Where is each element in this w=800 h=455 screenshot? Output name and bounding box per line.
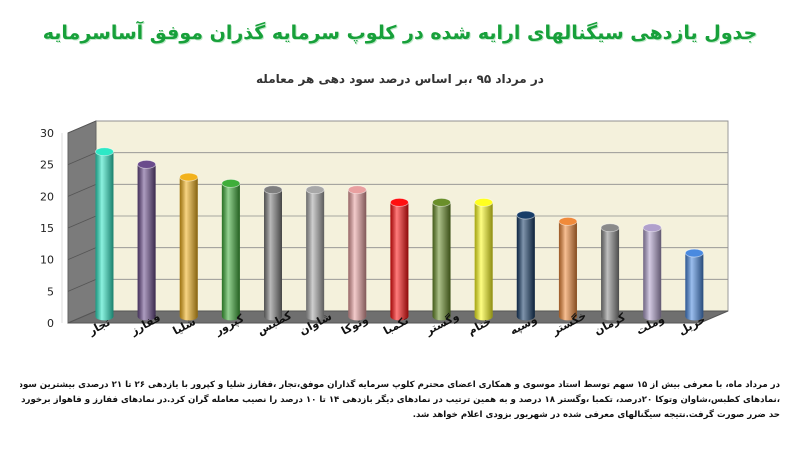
bar-shading bbox=[95, 151, 114, 321]
bar-shading bbox=[685, 253, 704, 321]
y-tick-label: 30 bbox=[40, 127, 54, 140]
bar-shading bbox=[601, 227, 620, 321]
y-tick-label: 10 bbox=[40, 254, 54, 267]
gridline-side bbox=[67, 247, 97, 261]
y-tick-label: 20 bbox=[40, 190, 54, 203]
bar-shading bbox=[516, 215, 535, 321]
bar-top bbox=[558, 217, 578, 226]
y-tick-label: 5 bbox=[47, 285, 54, 298]
bar-top bbox=[389, 198, 409, 207]
description-line-3: حد ضرر صورت گرفت.نتیجه سیگنالهای معرفی ش… bbox=[412, 410, 780, 420]
bar-top bbox=[600, 223, 620, 233]
bar-shading bbox=[348, 189, 367, 321]
bar-top bbox=[221, 179, 241, 188]
gridline-side bbox=[67, 278, 97, 292]
description-line-2: ،نمادهای کطبس،شاوان وتوکا ۲۰درصد، تکمبا … bbox=[20, 395, 780, 405]
bar-top bbox=[347, 185, 367, 195]
gridline-side bbox=[67, 183, 97, 197]
gridline-side bbox=[67, 120, 97, 134]
bar-top bbox=[263, 185, 283, 195]
bar-shading bbox=[221, 183, 240, 321]
bar-shading bbox=[137, 164, 156, 321]
chart-subtitle: در مرداد ۹۵ ،بر اساس درصد سود دهی هر معا… bbox=[256, 72, 544, 86]
description-text: در مرداد ماه، با معرفی بیش از ۱۵ سهم توس… bbox=[20, 378, 780, 423]
bar-top bbox=[95, 147, 114, 157]
gridline-side bbox=[67, 152, 97, 166]
bar-shading bbox=[264, 189, 282, 321]
bar-top bbox=[179, 172, 199, 182]
bar-shading bbox=[432, 202, 451, 321]
bar-shading bbox=[643, 227, 662, 321]
bar-shading bbox=[474, 202, 493, 321]
bar-top bbox=[432, 198, 451, 207]
description-line-1: در مرداد ماه، با معرفی بیش از ۱۵ سهم توس… bbox=[20, 380, 780, 390]
page-title: جدول یازدهی سیگنالهای ارایه شده در کلوپ … bbox=[42, 22, 758, 44]
gridline-side bbox=[67, 215, 97, 229]
y-tick-label: 25 bbox=[40, 159, 54, 172]
y-tick-label: 0 bbox=[47, 317, 54, 330]
bar-top bbox=[137, 160, 157, 169]
bar-top bbox=[642, 223, 662, 233]
bar-shading bbox=[306, 189, 325, 321]
bar-top bbox=[474, 198, 494, 207]
bar-shading bbox=[390, 202, 409, 321]
bar-top bbox=[516, 210, 536, 220]
bar-top bbox=[305, 185, 325, 195]
bar-shading bbox=[558, 221, 577, 321]
bar-shading bbox=[179, 177, 198, 321]
bar-top bbox=[684, 248, 704, 258]
y-tick-label: 15 bbox=[40, 222, 54, 235]
